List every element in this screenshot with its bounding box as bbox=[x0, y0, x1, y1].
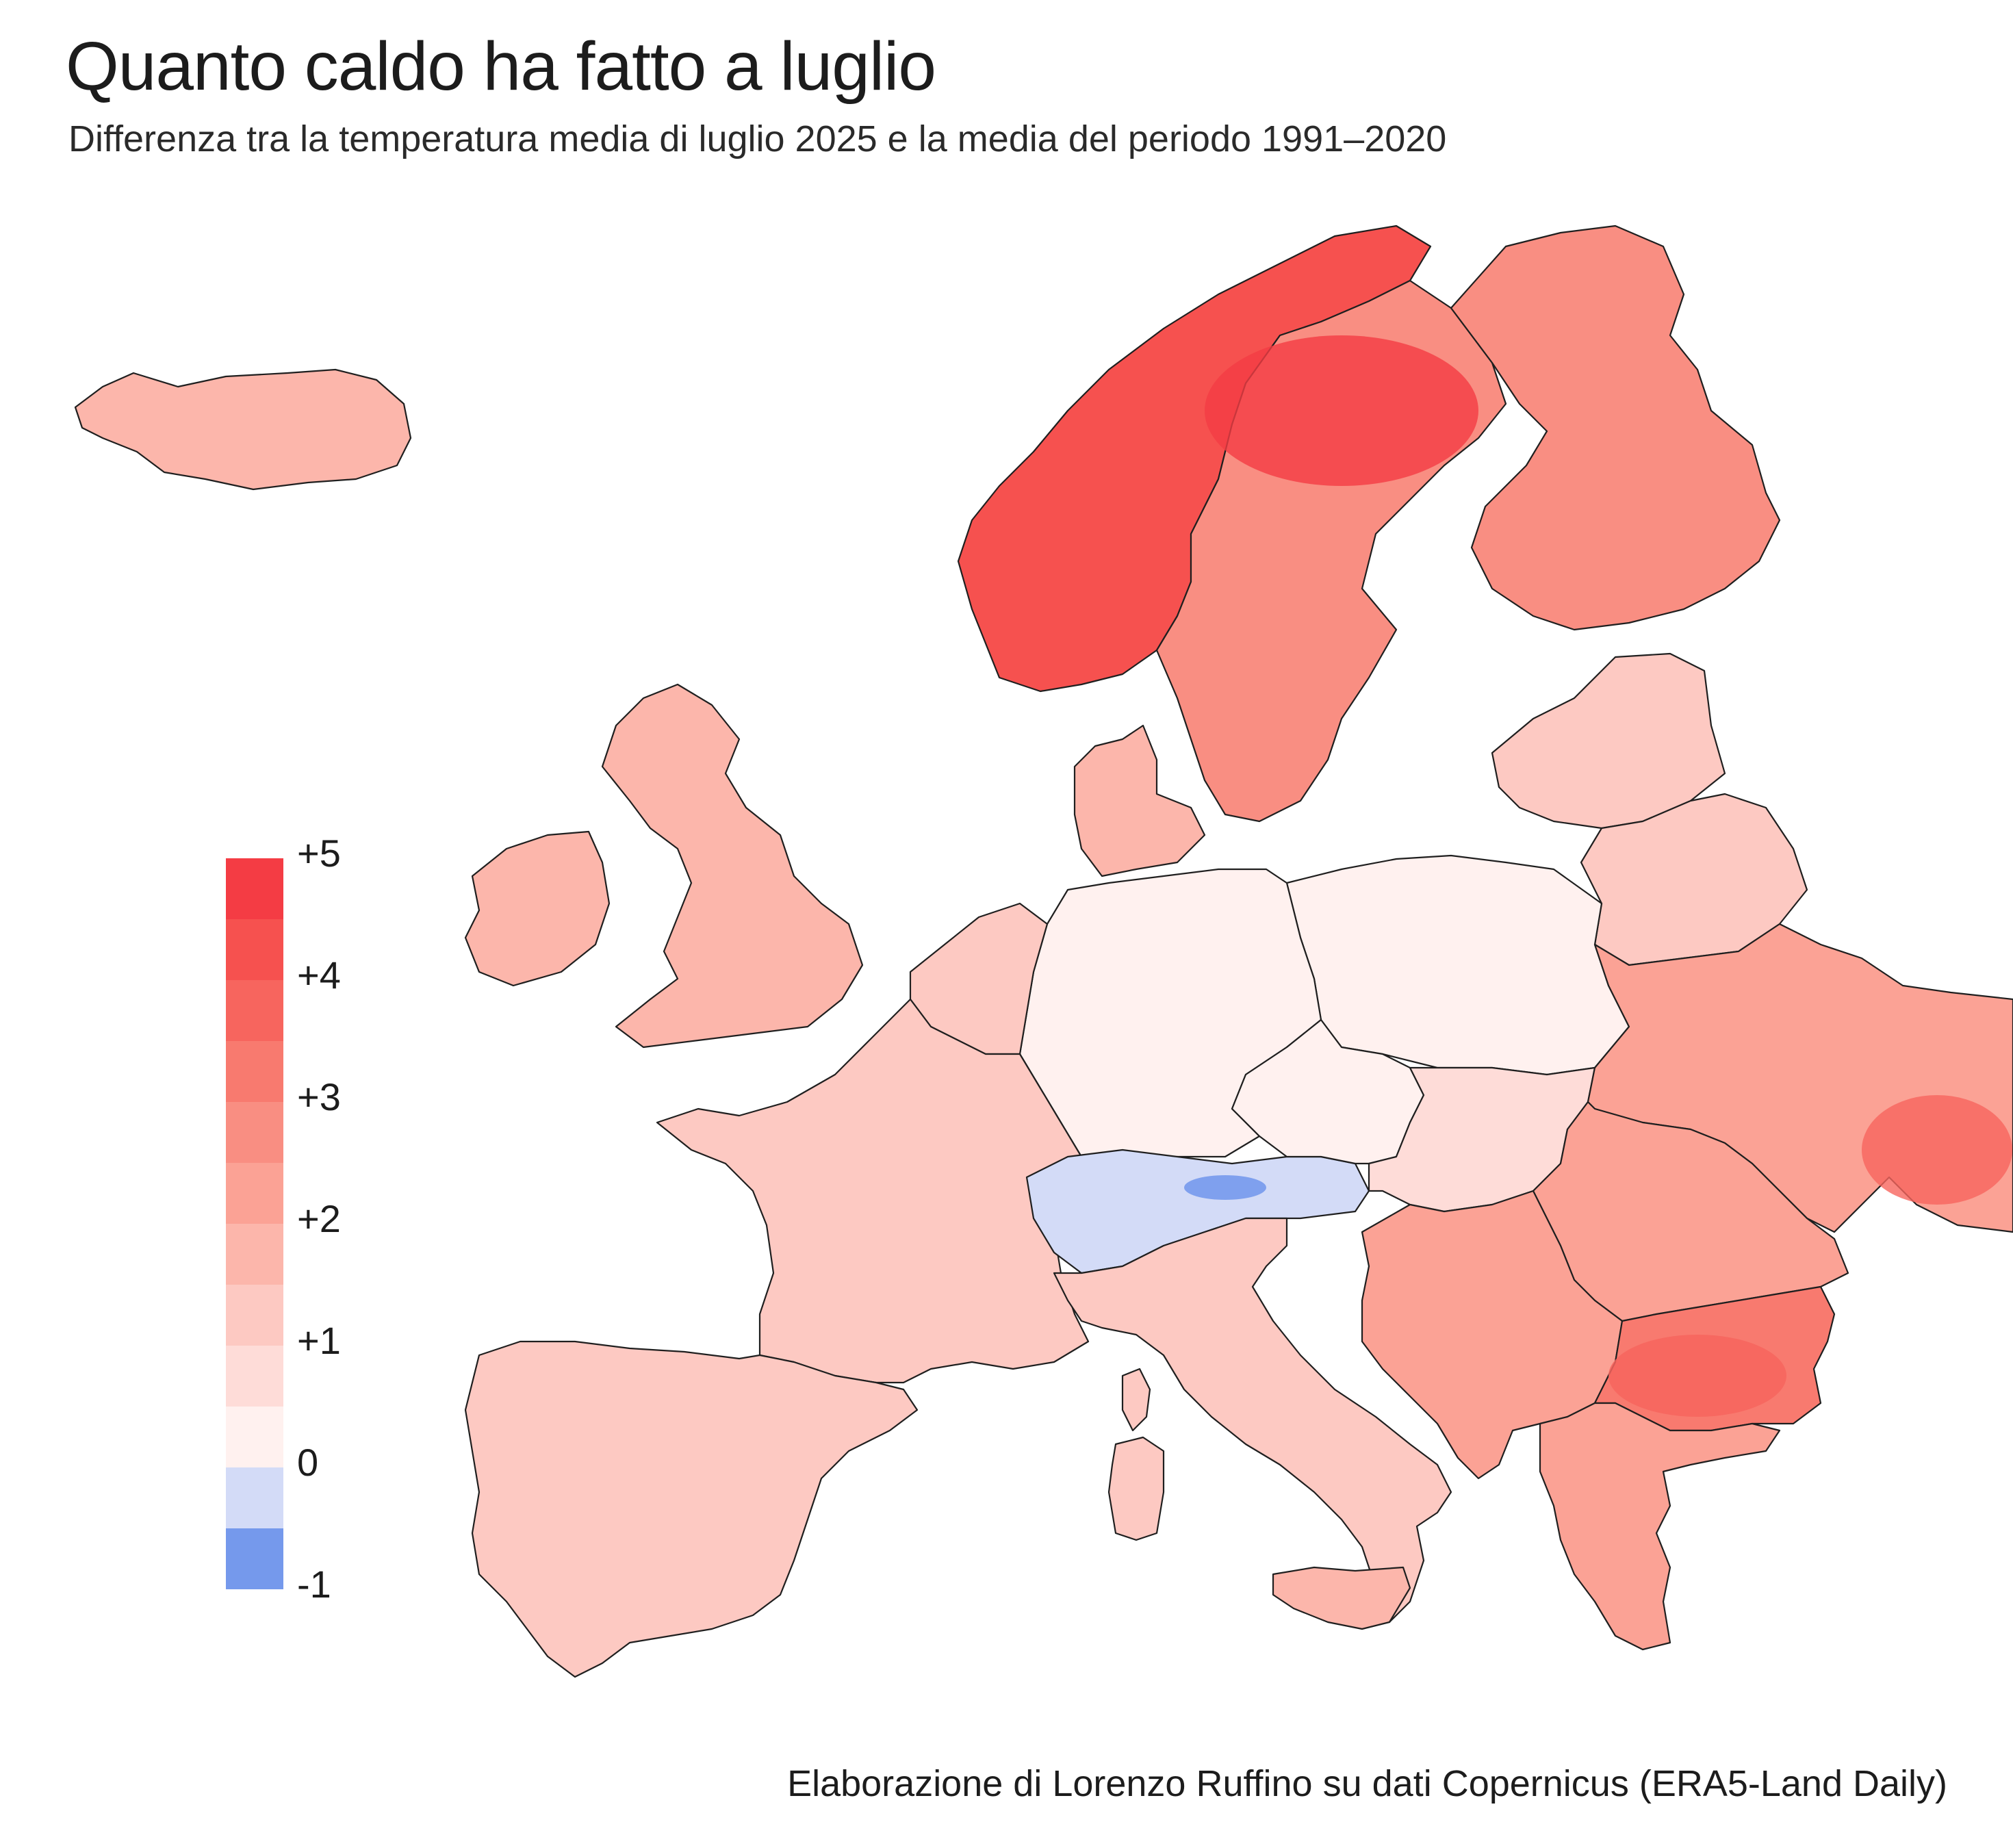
legend-tick-label: +3 bbox=[297, 1075, 341, 1118]
map-subtitle: Differenza tra la temperatura media di l… bbox=[68, 118, 1447, 159]
hotspot-scandinavia bbox=[1205, 335, 1478, 486]
region-baltics bbox=[1491, 652, 1726, 830]
legend-tick-label: -1 bbox=[297, 1563, 331, 1606]
color-legend bbox=[226, 858, 283, 1589]
legend-swatch bbox=[226, 1102, 283, 1163]
region-denmark bbox=[1073, 724, 1206, 877]
region-great-britain bbox=[601, 683, 864, 1049]
legend-tick-label: +2 bbox=[297, 1197, 341, 1240]
cold-spot-alps bbox=[1184, 1175, 1266, 1200]
legend-tick-label: 0 bbox=[297, 1441, 319, 1484]
region-finland bbox=[1450, 224, 1781, 631]
legend-tick-label: +4 bbox=[297, 953, 341, 997]
region-italy bbox=[1053, 1217, 1452, 1624]
map-title: Quanto caldo ha fatto a luglio bbox=[66, 28, 936, 105]
legend-tick-label: +1 bbox=[297, 1319, 341, 1362]
legend-swatch bbox=[226, 1041, 283, 1102]
region-ireland bbox=[464, 830, 611, 987]
hotspot-ukraine bbox=[1862, 1095, 2012, 1205]
legend-swatch bbox=[226, 858, 283, 919]
legend-tick-label: +5 bbox=[297, 832, 341, 875]
credit-line: Elaborazione di Lorenzo Ruffino su dati … bbox=[787, 1763, 1947, 1804]
legend-swatch bbox=[226, 1285, 283, 1346]
region-iberia bbox=[464, 1340, 919, 1678]
region-sicily bbox=[1272, 1566, 1411, 1630]
hotspots bbox=[1184, 335, 2012, 1417]
region-france bbox=[656, 998, 1090, 1384]
region-iceland bbox=[74, 368, 412, 491]
legend-swatch bbox=[226, 1407, 283, 1467]
legend-swatch bbox=[226, 980, 283, 1041]
legend-swatch bbox=[226, 919, 283, 980]
region-greece bbox=[1539, 1402, 1781, 1651]
hotspot-bulgaria bbox=[1608, 1335, 1786, 1417]
legend-swatch bbox=[226, 1528, 283, 1589]
region-corsica bbox=[1121, 1368, 1151, 1432]
region-sardinia bbox=[1107, 1436, 1165, 1541]
legend-swatch bbox=[226, 1467, 283, 1528]
legend-swatch bbox=[226, 1224, 283, 1285]
legend-swatch bbox=[226, 1346, 283, 1407]
legend-swatch bbox=[226, 1163, 283, 1224]
